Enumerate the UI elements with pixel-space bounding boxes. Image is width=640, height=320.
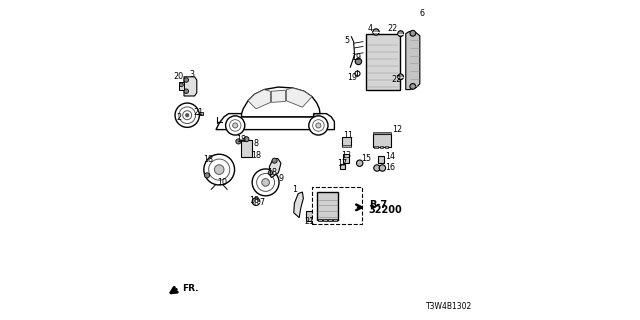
Circle shape xyxy=(308,116,328,135)
Text: 8: 8 xyxy=(253,139,259,148)
Bar xyxy=(306,211,313,221)
Circle shape xyxy=(268,171,273,175)
Circle shape xyxy=(209,159,230,180)
Circle shape xyxy=(272,158,277,163)
Circle shape xyxy=(205,173,210,178)
Text: 21: 21 xyxy=(193,108,204,116)
Bar xyxy=(372,134,392,147)
Circle shape xyxy=(379,165,385,171)
Text: 18: 18 xyxy=(237,135,246,144)
Text: 15: 15 xyxy=(361,154,371,163)
Circle shape xyxy=(312,120,324,131)
Circle shape xyxy=(214,165,224,174)
Bar xyxy=(385,146,388,148)
Bar xyxy=(328,219,332,221)
Text: 11: 11 xyxy=(343,131,353,140)
Circle shape xyxy=(356,160,363,166)
Circle shape xyxy=(186,114,189,117)
Circle shape xyxy=(262,179,269,186)
Circle shape xyxy=(355,71,360,76)
Bar xyxy=(318,219,321,221)
Text: 12: 12 xyxy=(392,125,403,134)
Circle shape xyxy=(410,84,416,89)
Polygon shape xyxy=(184,77,197,96)
Text: 18: 18 xyxy=(267,168,277,177)
Circle shape xyxy=(204,154,235,185)
Bar xyxy=(378,156,384,163)
Polygon shape xyxy=(287,88,312,107)
Bar xyxy=(333,219,337,221)
Text: 19: 19 xyxy=(347,73,357,82)
Polygon shape xyxy=(406,31,420,90)
Bar xyxy=(342,137,351,146)
Text: 13: 13 xyxy=(341,151,351,160)
Text: 18: 18 xyxy=(203,155,213,164)
Text: T3W4B1302: T3W4B1302 xyxy=(426,302,472,311)
Circle shape xyxy=(233,123,238,128)
Circle shape xyxy=(252,198,260,205)
Text: FR.: FR. xyxy=(182,284,198,293)
Circle shape xyxy=(355,58,362,65)
Circle shape xyxy=(236,139,241,144)
Bar xyxy=(343,154,349,163)
Bar xyxy=(241,140,252,157)
Text: 21: 21 xyxy=(305,217,315,226)
Circle shape xyxy=(372,29,379,35)
Text: 20: 20 xyxy=(173,72,184,81)
Text: 5: 5 xyxy=(344,36,349,44)
Bar xyxy=(323,219,326,221)
Bar xyxy=(200,112,204,115)
Text: B-7: B-7 xyxy=(369,200,387,210)
Text: 3: 3 xyxy=(189,70,195,79)
Bar xyxy=(342,145,351,147)
Polygon shape xyxy=(271,90,285,102)
Text: 19: 19 xyxy=(351,53,361,62)
Text: 7: 7 xyxy=(259,198,264,207)
Circle shape xyxy=(398,74,404,80)
Bar xyxy=(317,192,339,220)
Circle shape xyxy=(184,78,189,82)
Bar xyxy=(312,187,362,224)
Polygon shape xyxy=(269,158,281,178)
Polygon shape xyxy=(248,90,270,109)
Text: 22: 22 xyxy=(392,75,402,84)
Circle shape xyxy=(175,103,200,127)
Text: 1: 1 xyxy=(292,185,297,194)
Circle shape xyxy=(257,173,275,191)
Text: 18: 18 xyxy=(252,151,262,160)
Polygon shape xyxy=(242,87,320,117)
Text: 16: 16 xyxy=(385,163,395,172)
Bar xyxy=(340,164,346,169)
Circle shape xyxy=(316,123,321,128)
Polygon shape xyxy=(294,192,303,218)
Circle shape xyxy=(179,107,196,124)
Text: 22: 22 xyxy=(388,24,398,33)
Circle shape xyxy=(183,111,192,120)
Bar xyxy=(179,82,184,90)
Bar xyxy=(366,34,400,90)
Text: 9: 9 xyxy=(278,174,284,183)
Text: 17: 17 xyxy=(337,159,348,168)
Circle shape xyxy=(374,165,380,171)
Text: 32200: 32200 xyxy=(368,205,402,215)
Circle shape xyxy=(398,31,404,36)
Text: 6: 6 xyxy=(420,9,425,18)
Text: 4: 4 xyxy=(368,24,373,33)
Circle shape xyxy=(410,30,416,36)
Circle shape xyxy=(244,137,249,142)
Text: 14: 14 xyxy=(385,152,395,161)
Bar xyxy=(372,132,392,134)
Circle shape xyxy=(226,116,244,135)
Circle shape xyxy=(252,169,279,196)
Text: 10: 10 xyxy=(218,178,227,187)
Polygon shape xyxy=(216,114,334,130)
Text: 2: 2 xyxy=(177,113,182,122)
Circle shape xyxy=(230,120,241,131)
Bar xyxy=(380,146,383,148)
Circle shape xyxy=(179,83,183,87)
Bar xyxy=(374,146,378,148)
Circle shape xyxy=(184,89,189,93)
Text: 18: 18 xyxy=(250,196,259,204)
